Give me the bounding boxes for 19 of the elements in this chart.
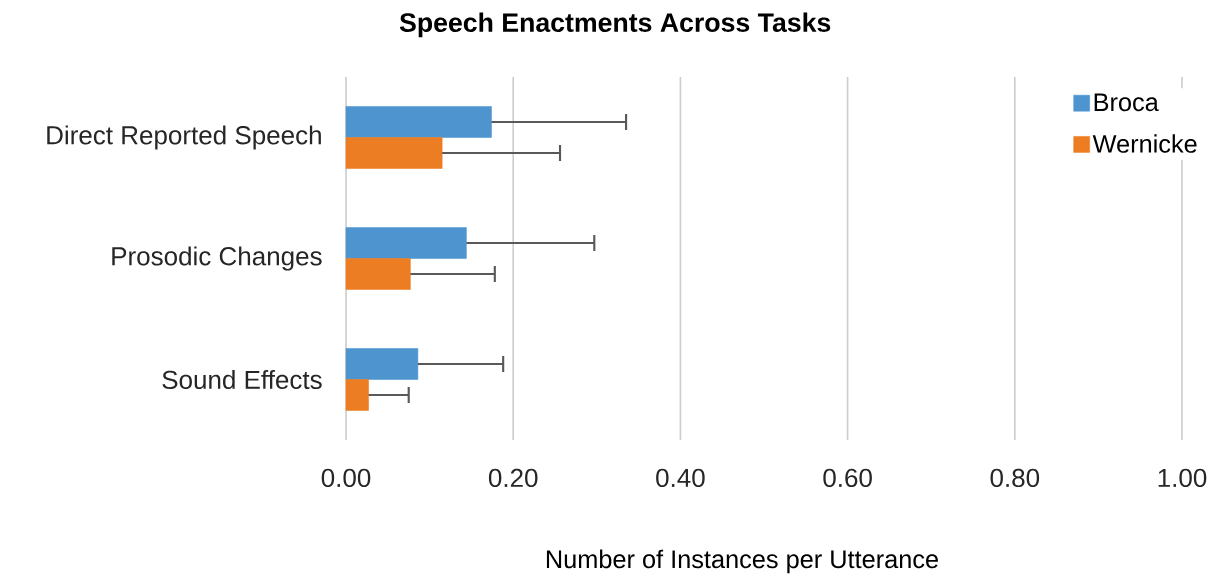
bar — [345, 227, 467, 259]
legend-label: Wernicke — [1092, 134, 1197, 154]
bar — [345, 379, 369, 411]
chart-title: Speech Enactments Across Tasks — [399, 12, 831, 38]
x-tick-label: 0.20 — [488, 468, 538, 488]
x-tick-label: 1.00 — [1158, 468, 1207, 488]
y-tick-label: Direct Reported Speech — [47, 125, 321, 150]
bar — [345, 106, 492, 138]
x-axis-title: Number of Instances per Utterance — [546, 549, 938, 574]
x-tick-label: 0.40 — [656, 468, 705, 488]
bar — [345, 137, 443, 169]
x-tick-label: 0.00 — [321, 468, 371, 488]
x-tick-label: 0.80 — [990, 468, 1040, 488]
y-tick-label: Sound Effects — [162, 370, 322, 390]
legend-label: Broca — [1094, 93, 1159, 112]
y-tick-label: Prosodic Changes — [112, 246, 322, 271]
x-tick-label: 0.60 — [823, 468, 872, 488]
bar — [345, 348, 419, 380]
bar — [345, 258, 411, 290]
